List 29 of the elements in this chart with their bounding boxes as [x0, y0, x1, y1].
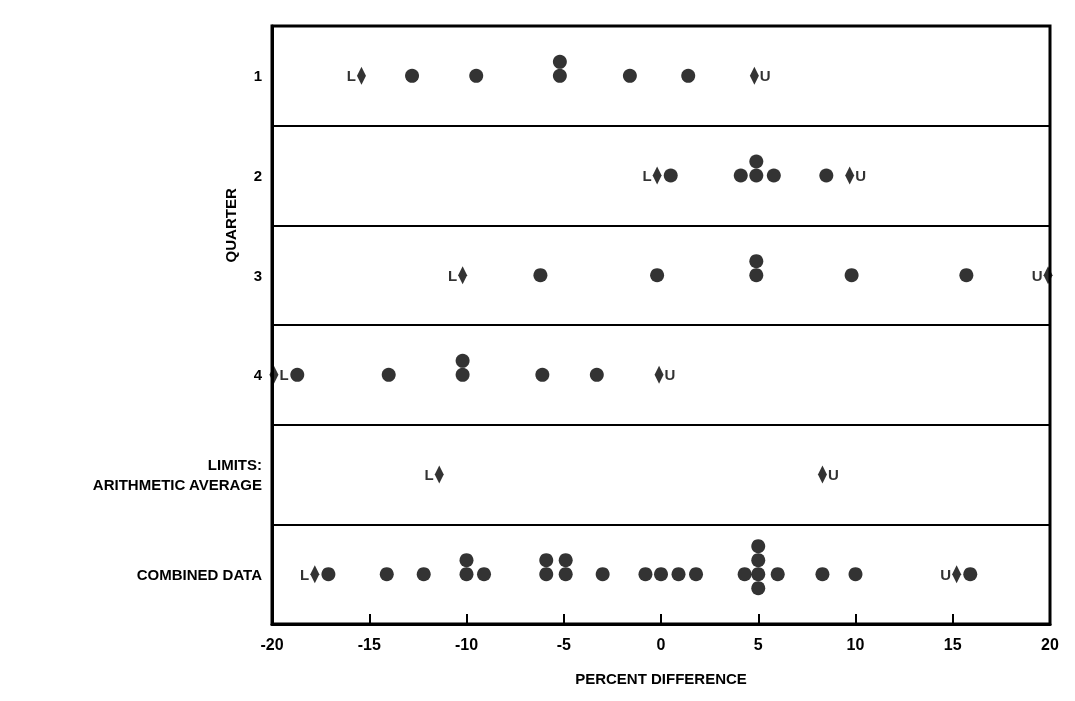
y-tick-label: COMBINED DATA	[136, 565, 263, 583]
y-tick-label: 3	[253, 266, 262, 284]
x-tick-label: 15	[943, 635, 962, 653]
data-label: U	[940, 565, 952, 583]
data-label: L	[642, 167, 652, 184]
x-axis-title: PERCENT DIFFERENCE	[575, 670, 747, 687]
data-label: U	[827, 466, 839, 483]
data-label: L	[346, 67, 356, 85]
x-tick-label: 0	[656, 635, 666, 653]
data-label: U	[1031, 266, 1043, 284]
data-label: L	[300, 565, 310, 583]
y-tick-label: 2	[253, 167, 262, 184]
x-tick-label: 5	[753, 635, 763, 653]
y-tick-label: 4	[253, 366, 263, 384]
y-tick-label: LIMITS: ARITHMETIC AVERAGE	[92, 456, 262, 493]
x-tick-label: -10	[454, 635, 479, 653]
data-label: L	[447, 266, 458, 284]
x-tick-label: -20	[260, 635, 284, 653]
data-label: L	[424, 466, 434, 483]
x-tick-label: -5	[556, 635, 571, 653]
x-tick-label: 20	[1041, 635, 1059, 653]
data-label: L	[279, 366, 289, 384]
data-label: U	[759, 67, 771, 85]
y-axis-title: QUARTER	[221, 188, 239, 263]
x-tick-label: 10	[846, 635, 865, 653]
x-tick-label: -15	[357, 635, 381, 653]
y-tick-label: 1	[253, 67, 262, 85]
data-label: U	[664, 366, 676, 384]
data-label: U	[855, 167, 867, 184]
